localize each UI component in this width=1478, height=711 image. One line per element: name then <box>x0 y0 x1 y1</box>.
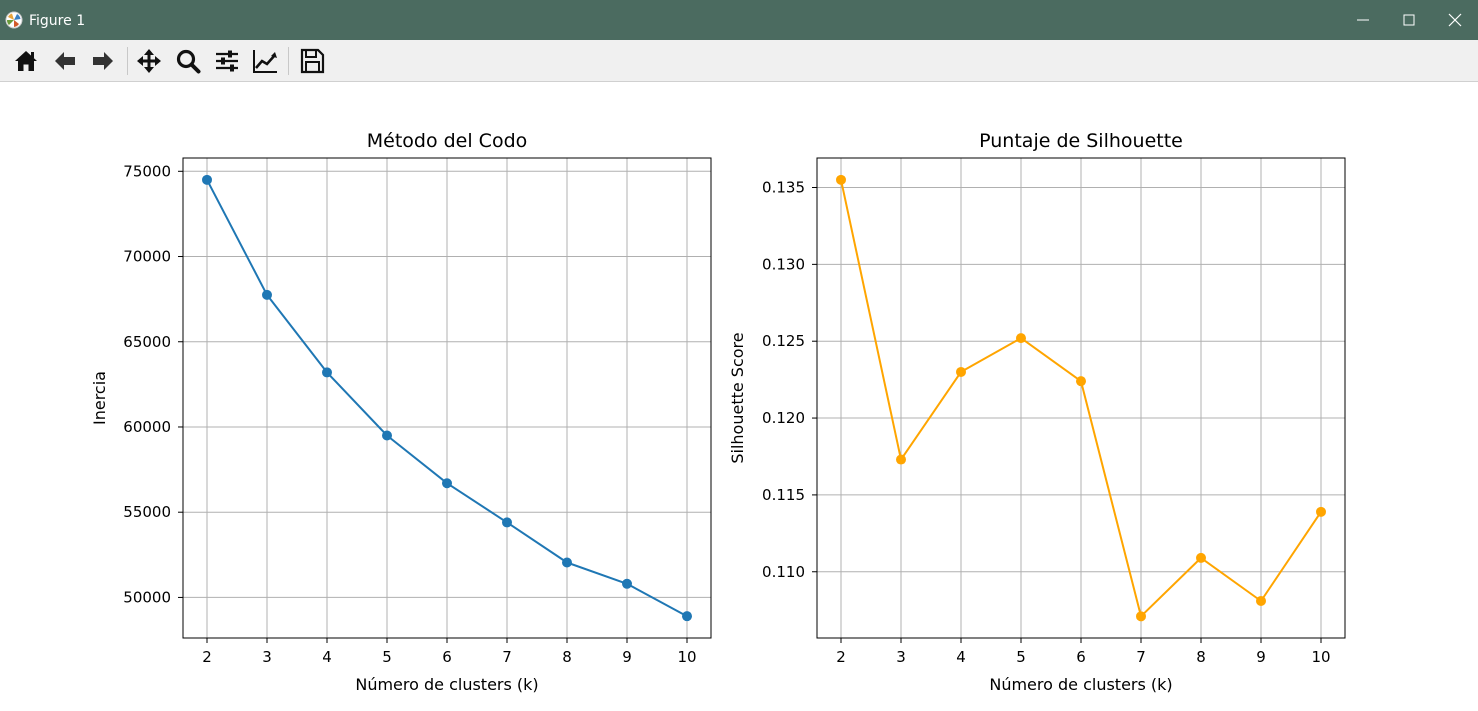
silhouette-x-tick-label: 6 <box>1076 648 1086 666</box>
elbow-y-tick-label: 65000 <box>123 333 171 351</box>
home-icon <box>15 51 37 71</box>
maximize-icon <box>1403 14 1415 26</box>
elbow-y-tick-label: 55000 <box>123 503 171 521</box>
elbow-data-point <box>622 578 632 589</box>
elbow-x-tick-label: 6 <box>442 648 452 666</box>
silhouette-y-tick-label: 0.125 <box>762 332 805 350</box>
pan-button[interactable] <box>132 44 166 78</box>
forward-button[interactable] <box>86 44 120 78</box>
save-button[interactable] <box>295 44 329 78</box>
elbow-chart-title: Método del Codo <box>367 130 528 152</box>
silhouette-series <box>836 174 1326 622</box>
elbow-x-tick-label: 7 <box>502 648 512 666</box>
silhouette-y-tick-label: 0.135 <box>762 179 805 197</box>
elbow-x-axis-label: Número de clusters (k) <box>355 675 538 694</box>
silhouette-data-point <box>1256 595 1266 606</box>
elbow-grid <box>183 158 711 638</box>
silhouette-ticks: 2 3 4 5 6 7 8 9 10 0.110 0.115 0.120 0.125 0.130 0.135 <box>762 179 1331 666</box>
window-title: Figure 1 <box>29 13 86 29</box>
silhouette-data-point <box>956 366 966 377</box>
toolbar-separator <box>288 47 289 75</box>
pan-icon <box>137 49 161 73</box>
silhouette-data-point <box>896 454 906 465</box>
silhouette-y-tick-label: 0.115 <box>762 486 805 504</box>
edit-axes-button[interactable] <box>248 44 282 78</box>
elbow-series <box>202 174 692 622</box>
figure-canvas[interactable]: 2 3 4 5 6 7 8 9 10 50000 55000 60000 65000 70000 75000… <box>0 82 1478 707</box>
elbow-x-tick-label: 4 <box>322 648 332 666</box>
silhouette-data-point <box>1136 611 1146 622</box>
elbow-x-tick-label: 8 <box>562 648 572 666</box>
elbow-data-point <box>202 174 212 185</box>
elbow-data-point <box>322 367 332 378</box>
elbow-x-tick-label: 10 <box>677 648 696 666</box>
minimize-icon <box>1357 19 1369 21</box>
silhouette-data-point <box>1316 506 1326 517</box>
silhouette-data-point <box>1076 376 1086 387</box>
elbow-data-point <box>442 478 452 489</box>
close-button[interactable] <box>1432 0 1478 40</box>
elbow-subplot: 2 3 4 5 6 7 8 9 10 50000 55000 60000 65000 70000 75000… <box>90 130 712 694</box>
silhouette-x-tick-label: 5 <box>1016 648 1026 666</box>
elbow-ticks: 2 3 4 5 6 7 8 9 10 50000 55000 60000 65000 70000 75000 <box>123 162 696 666</box>
forward-arrow-icon <box>93 52 113 70</box>
silhouette-y-axis-label: Silhouette Score <box>728 332 747 463</box>
silhouette-x-tick-label: 7 <box>1136 648 1146 666</box>
silhouette-data-point <box>1016 333 1026 344</box>
silhouette-data-point <box>836 174 846 185</box>
silhouette-x-tick-label: 3 <box>896 648 906 666</box>
home-button[interactable] <box>9 44 43 78</box>
elbow-y-tick-label: 75000 <box>123 162 171 180</box>
navigation-toolbar <box>0 40 1478 82</box>
elbow-data-point <box>382 430 392 441</box>
window-titlebar: Figure 1 <box>0 0 1478 40</box>
save-icon <box>300 48 325 74</box>
configure-subplots-icon <box>216 50 238 72</box>
matplotlib-logo-icon <box>5 11 23 29</box>
elbow-x-tick-label: 5 <box>382 648 392 666</box>
elbow-x-tick-label: 3 <box>262 648 272 666</box>
maximize-button[interactable] <box>1386 0 1432 40</box>
silhouette-x-tick-label: 9 <box>1256 648 1266 666</box>
elbow-data-point <box>562 557 572 568</box>
silhouette-x-tick-label: 8 <box>1196 648 1206 666</box>
silhouette-y-tick-label: 0.120 <box>762 409 805 427</box>
zoom-icon <box>176 49 201 74</box>
elbow-x-tick-label: 2 <box>202 648 212 666</box>
elbow-data-point <box>502 517 512 528</box>
edit-axes-icon <box>253 50 277 73</box>
minimize-button[interactable] <box>1340 0 1386 40</box>
close-icon <box>1448 13 1462 27</box>
silhouette-x-tick-label: 2 <box>836 648 846 666</box>
silhouette-x-tick-label: 10 <box>1311 648 1330 666</box>
zoom-button[interactable] <box>171 44 205 78</box>
configure-subplots-button[interactable] <box>210 44 244 78</box>
back-arrow-icon <box>55 52 75 70</box>
elbow-data-point <box>682 611 692 622</box>
silhouette-data-point <box>1196 552 1206 563</box>
elbow-y-tick-label: 60000 <box>123 418 171 436</box>
toolbar-separator <box>127 47 128 75</box>
silhouette-x-tick-label: 4 <box>956 648 966 666</box>
silhouette-subplot: 2 3 4 5 6 7 8 9 10 0.110 0.115 0.120 0.125 0.130 0.135… <box>728 130 1346 694</box>
back-button[interactable] <box>48 44 82 78</box>
elbow-data-point <box>262 289 272 300</box>
silhouette-grid <box>817 158 1345 638</box>
elbow-y-axis-label: Inercia <box>90 371 109 425</box>
elbow-x-tick-label: 9 <box>622 648 632 666</box>
silhouette-y-tick-label: 0.110 <box>762 563 805 581</box>
elbow-y-tick-label: 70000 <box>123 248 171 266</box>
elbow-y-tick-label: 50000 <box>123 588 171 606</box>
silhouette-y-tick-label: 0.130 <box>762 255 805 273</box>
silhouette-x-axis-label: Número de clusters (k) <box>989 675 1172 694</box>
silhouette-chart-title: Puntaje de Silhouette <box>979 130 1183 152</box>
